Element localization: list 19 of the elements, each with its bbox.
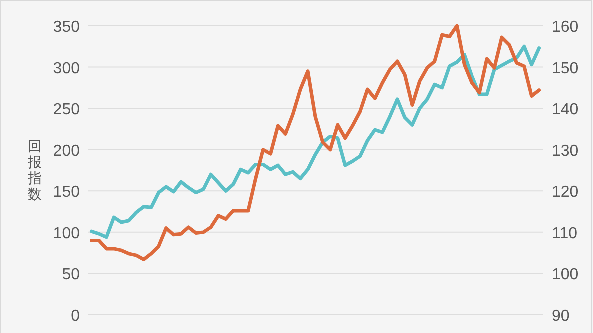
y2-tick-label: 90 [552,308,570,325]
y2-tick-label: 120 [552,184,579,202]
y-tick-label: 0 [71,308,80,325]
y-tick-label: 50 [62,266,80,284]
y2-tick-label: 150 [552,60,579,78]
line-series [90,44,542,240]
line-series [90,24,542,262]
y-tick-label: 150 [53,184,80,202]
y-tick-label: 300 [53,60,80,78]
y-tick-label: 250 [53,102,80,119]
y-axis-title: 回报指数 [27,138,42,202]
y2-tick-label: 140 [552,102,579,119]
y2-tick-label: 100 [552,266,579,284]
y-tick-label: 350 [53,19,80,36]
y2-tick-label: 110 [552,225,578,242]
y-tick-label: 100 [53,225,80,242]
y-tick-label: 200 [53,142,80,160]
y2-tick-label: 160 [552,19,579,36]
y2-tick-label: 130 [552,142,579,160]
